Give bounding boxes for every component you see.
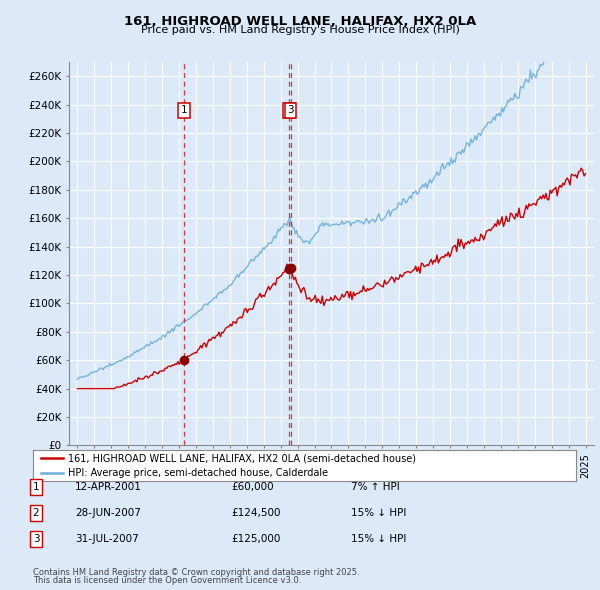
Text: 1: 1 (32, 482, 40, 491)
Text: 7% ↑ HPI: 7% ↑ HPI (351, 482, 400, 491)
Text: 28-JUN-2007: 28-JUN-2007 (75, 508, 141, 517)
Text: This data is licensed under the Open Government Licence v3.0.: This data is licensed under the Open Gov… (33, 576, 301, 585)
Text: £60,000: £60,000 (231, 482, 274, 491)
Text: 15% ↓ HPI: 15% ↓ HPI (351, 508, 406, 517)
Text: 2: 2 (286, 105, 292, 115)
Text: 15% ↓ HPI: 15% ↓ HPI (351, 534, 406, 543)
Text: £124,500: £124,500 (231, 508, 281, 517)
Text: 1: 1 (181, 105, 187, 115)
Text: 31-JUL-2007: 31-JUL-2007 (75, 534, 139, 543)
Text: HPI: Average price, semi-detached house, Calderdale: HPI: Average price, semi-detached house,… (68, 467, 328, 477)
Text: £125,000: £125,000 (231, 534, 280, 543)
Text: 161, HIGHROAD WELL LANE, HALIFAX, HX2 0LA: 161, HIGHROAD WELL LANE, HALIFAX, HX2 0L… (124, 15, 476, 28)
Text: 3: 3 (287, 105, 294, 115)
Text: Contains HM Land Registry data © Crown copyright and database right 2025.: Contains HM Land Registry data © Crown c… (33, 568, 359, 577)
Text: 3: 3 (32, 534, 40, 543)
Text: 12-APR-2001: 12-APR-2001 (75, 482, 142, 491)
Text: 2: 2 (32, 508, 40, 517)
Text: Price paid vs. HM Land Registry's House Price Index (HPI): Price paid vs. HM Land Registry's House … (140, 25, 460, 35)
Text: 161, HIGHROAD WELL LANE, HALIFAX, HX2 0LA (semi-detached house): 161, HIGHROAD WELL LANE, HALIFAX, HX2 0L… (68, 454, 416, 464)
